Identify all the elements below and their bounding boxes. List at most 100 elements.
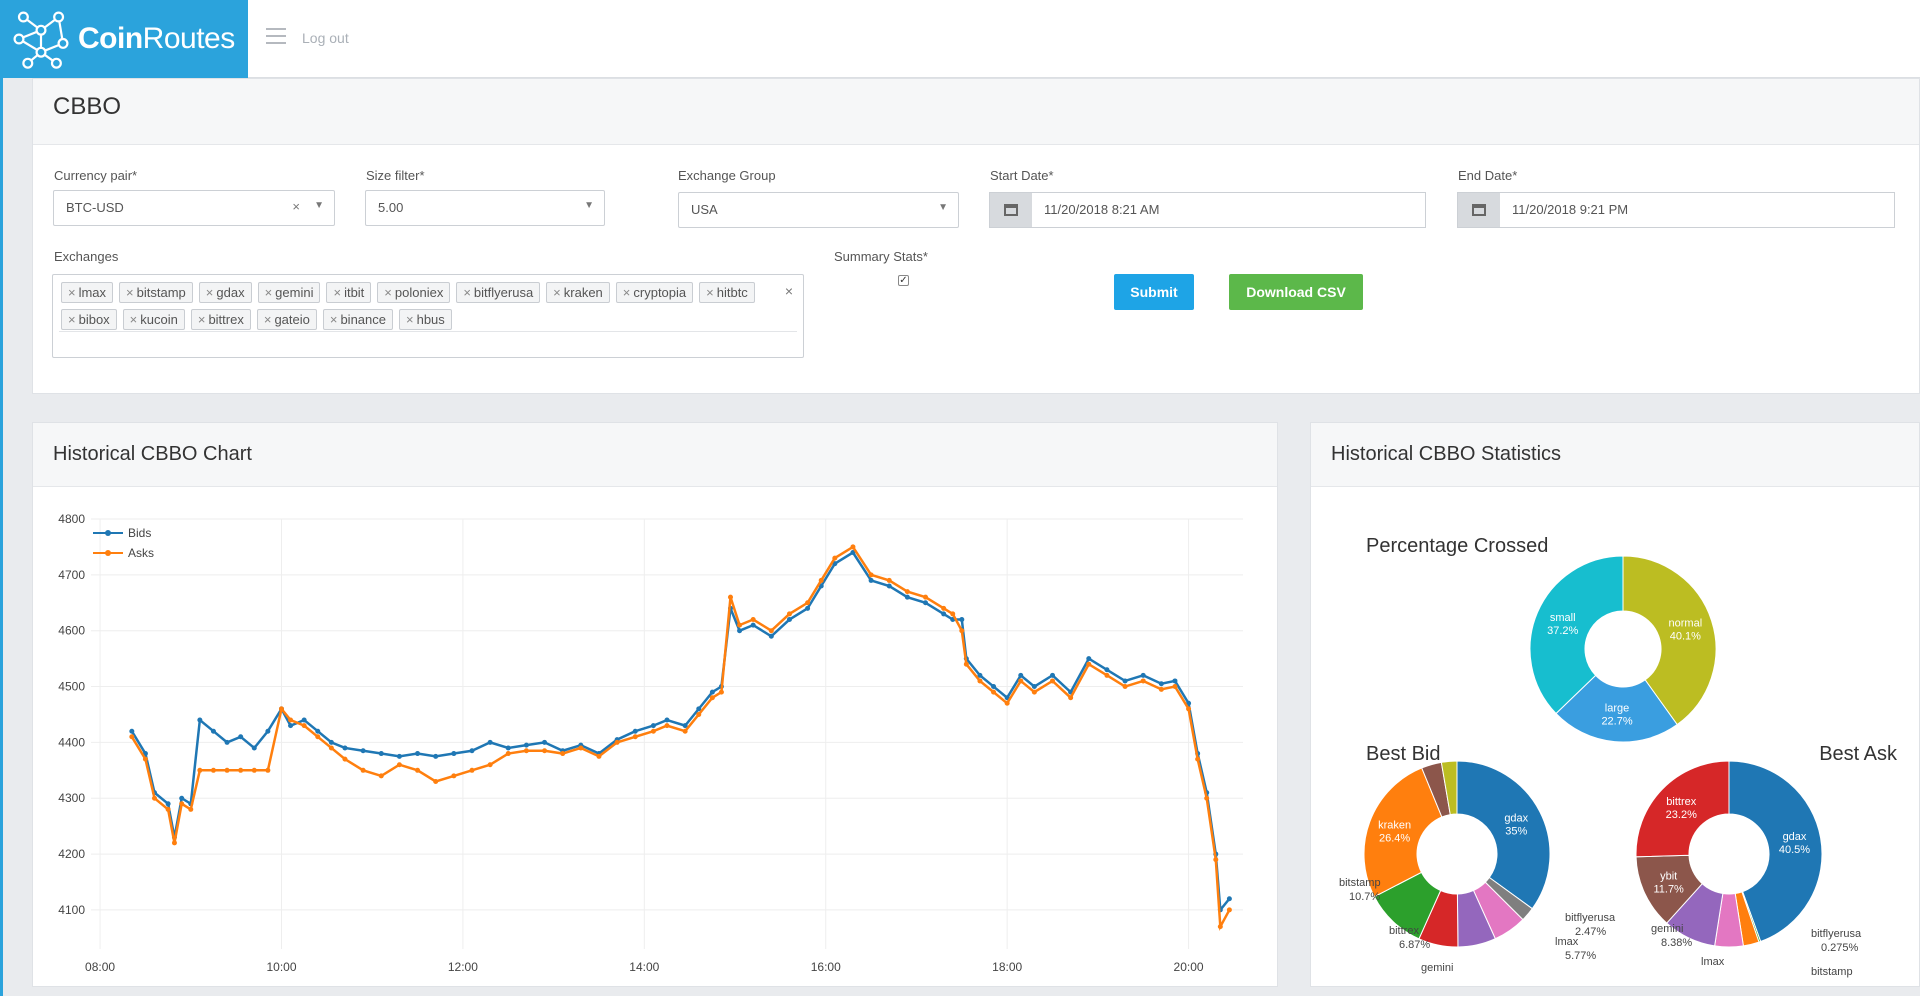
remove-tag-icon[interactable]: × — [622, 285, 631, 300]
clear-all-icon[interactable]: × — [784, 283, 793, 299]
calendar-icon[interactable] — [1458, 193, 1500, 227]
logout-link[interactable]: Log out — [302, 30, 349, 46]
remove-tag-icon[interactable]: × — [333, 285, 342, 300]
exchange-tag[interactable]: × hitbtc — [699, 282, 755, 303]
remove-tag-icon[interactable]: × — [197, 312, 206, 327]
currency-pair-select[interactable]: BTC-USD × ▼ — [53, 190, 335, 226]
cbbo-line-chart[interactable]: 4100 4200 4300 4400 4500 4600 4700 4800 08:00 10:… — [33, 489, 1277, 987]
remove-tag-icon[interactable]: × — [384, 285, 392, 300]
menu-icon[interactable] — [266, 28, 286, 48]
remove-tag-icon[interactable]: × — [463, 285, 471, 300]
slice-label: 40.1% — [1670, 630, 1701, 642]
exchange-tag[interactable]: × gdax — [198, 282, 252, 303]
data-point — [696, 711, 702, 717]
data-point — [1018, 672, 1024, 678]
exchanges-multiselect[interactable]: × lmax × bitstamp × gdax × gemini × itbit × polonie… — [52, 274, 804, 358]
remove-tag-icon[interactable]: × — [329, 312, 338, 327]
data-point — [188, 806, 194, 812]
download-csv-button[interactable]: Download CSV — [1229, 274, 1363, 310]
outer-slice-label: bitstamp — [1811, 966, 1853, 978]
summary-stats-checkbox[interactable]: ✓ — [898, 275, 909, 286]
size-filter-select[interactable]: 5.00 ▼ — [365, 190, 605, 226]
data-point — [129, 734, 135, 740]
remove-tag-icon[interactable]: × — [263, 312, 272, 327]
outer-slice-label: bitflyerusa — [1811, 928, 1862, 940]
data-point — [328, 745, 334, 751]
slice-label: ybit — [1660, 870, 1677, 882]
exchange-group-select[interactable]: USA ▼ — [678, 192, 959, 228]
exchange-tag[interactable]: × hbus — [399, 309, 452, 330]
data-point — [1122, 678, 1128, 684]
data-point — [251, 767, 257, 773]
remove-tag-icon[interactable]: × — [553, 285, 561, 300]
data-point — [650, 728, 656, 734]
data-point — [850, 544, 856, 550]
data-point — [818, 577, 824, 583]
exchange-tag[interactable]: × bibox — [61, 309, 117, 330]
exchange-tag[interactable]: × gateio — [256, 309, 317, 330]
exchange-tags: × lmax × bitstamp × gdax × gemini × itbit × polonie… — [61, 279, 781, 333]
data-point — [1140, 672, 1146, 678]
submit-button[interactable]: Submit — [1114, 274, 1194, 310]
legend-label: Asks — [128, 546, 154, 560]
remove-tag-icon[interactable]: × — [129, 312, 138, 327]
summary-stats-label: Summary Stats* — [834, 249, 928, 264]
data-point — [487, 739, 493, 745]
legend-label: Bids — [128, 526, 151, 540]
exchange-tag[interactable]: × kraken — [546, 282, 610, 303]
remove-tag-icon[interactable]: × — [205, 285, 214, 300]
clear-icon[interactable]: × — [292, 199, 300, 214]
data-point — [278, 706, 284, 712]
pie-title: Best Ask — [1819, 743, 1898, 765]
slice-label: small — [1550, 612, 1576, 624]
pie-title: Percentage Crossed — [1366, 535, 1548, 557]
end-date-label: End Date* — [1458, 168, 1518, 183]
outer-slice-label: lmax — [1555, 936, 1579, 948]
data-point — [210, 767, 216, 773]
data-point — [923, 594, 929, 600]
remove-tag-icon[interactable]: × — [68, 312, 76, 327]
exchange-tag[interactable]: × cryptopia — [615, 282, 694, 303]
data-point — [378, 751, 384, 757]
exchange-tag[interactable]: × gemini — [257, 282, 321, 303]
remove-tag-icon[interactable]: × — [126, 285, 134, 300]
pie-slice — [1440, 760, 1458, 816]
brand-name: CoinRoutes — [78, 22, 235, 55]
remove-tag-icon[interactable]: × — [706, 285, 714, 300]
exchange-tag[interactable]: × kucoin — [122, 309, 185, 330]
page-title: CBBO — [33, 79, 1919, 145]
exchange-tag-label: bibox — [78, 312, 110, 327]
brand-logo[interactable]: CoinRoutes — [0, 0, 248, 78]
size-filter-label: Size filter* — [366, 168, 425, 183]
data-point — [210, 728, 216, 734]
data-point — [360, 748, 366, 754]
exchange-tag[interactable]: × bitstamp — [119, 282, 193, 303]
data-point — [709, 695, 715, 701]
exchange-tag[interactable]: × lmax — [61, 282, 114, 303]
outer-slice-label: gemini — [1421, 962, 1453, 974]
pie-slice — [1363, 767, 1443, 898]
start-date-field[interactable]: 11/20/2018 8:21 AM — [989, 192, 1426, 228]
pie-slice — [1635, 760, 1730, 858]
exchange-tag[interactable]: × poloniex — [377, 282, 451, 303]
exchange-tag[interactable]: × itbit — [326, 282, 372, 303]
end-date-field[interactable]: 11/20/2018 9:21 PM — [1457, 192, 1895, 228]
data-point — [991, 684, 997, 690]
exchange-tag[interactable]: × bitflyerusa — [456, 282, 541, 303]
data-point — [868, 577, 874, 583]
y-tick-label: 4400 — [58, 735, 85, 749]
outer-slice-label: bitflyerusa — [1565, 912, 1616, 924]
outer-slice-value: 5.77% — [1565, 950, 1596, 962]
y-tick-label: 4100 — [58, 903, 85, 917]
remove-tag-icon[interactable]: × — [406, 312, 414, 327]
data-point — [805, 605, 811, 611]
exchange-tag[interactable]: × bittrex — [190, 309, 251, 330]
exchange-tag[interactable]: × binance — [322, 309, 393, 330]
data-point — [904, 594, 910, 600]
remove-tag-icon[interactable]: × — [68, 285, 76, 300]
data-point — [768, 628, 774, 634]
data-point — [1018, 678, 1024, 684]
calendar-icon[interactable] — [990, 193, 1032, 227]
remove-tag-icon[interactable]: × — [264, 285, 273, 300]
